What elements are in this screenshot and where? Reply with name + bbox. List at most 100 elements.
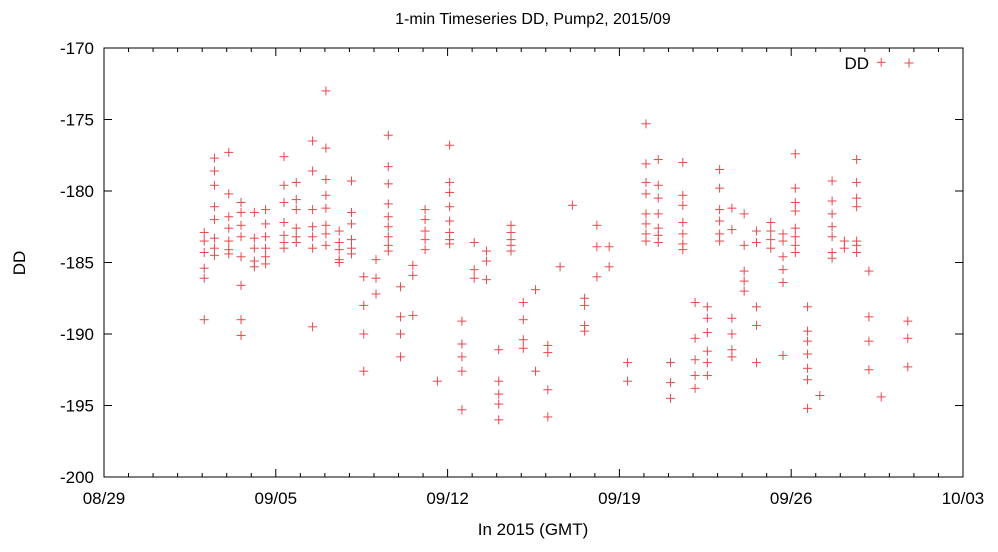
data-point xyxy=(445,239,455,249)
data-point xyxy=(690,383,700,393)
y-tick-label: -200 xyxy=(60,468,94,487)
data-point xyxy=(678,200,688,210)
data-point xyxy=(420,235,430,245)
data-point xyxy=(790,232,800,242)
axis-ticks: -170 -175 -180 -185 -190 -195 -200 08/29 09/05 09… xyxy=(60,39,984,508)
data-point xyxy=(531,366,541,376)
data-point xyxy=(494,399,504,409)
data-point xyxy=(739,286,749,296)
data-point xyxy=(864,365,874,375)
data-point xyxy=(408,270,418,280)
data-point xyxy=(346,249,356,259)
data-point xyxy=(727,203,737,213)
data-points xyxy=(199,57,913,425)
data-point xyxy=(308,232,318,242)
data-point xyxy=(236,220,246,230)
data-point xyxy=(852,155,862,165)
data-point xyxy=(653,209,663,219)
data-point xyxy=(715,205,725,215)
data-point xyxy=(702,358,712,368)
data-point xyxy=(408,260,418,270)
x-tick-label: 09/26 xyxy=(770,489,813,508)
data-point xyxy=(623,376,633,386)
data-point xyxy=(457,339,467,349)
data-point xyxy=(864,336,874,346)
data-point xyxy=(346,176,356,186)
data-point xyxy=(653,237,663,247)
data-point xyxy=(715,165,725,175)
data-point xyxy=(321,220,331,230)
data-point xyxy=(334,258,344,267)
data-point xyxy=(702,302,712,312)
data-point xyxy=(623,358,633,368)
data-point xyxy=(494,345,504,355)
data-point xyxy=(371,255,381,265)
data-point xyxy=(261,232,271,242)
data-point xyxy=(766,226,776,236)
data-point xyxy=(790,247,800,257)
data-point xyxy=(321,143,331,153)
data-point xyxy=(852,247,862,257)
data-point xyxy=(209,180,219,190)
data-point xyxy=(702,313,712,323)
chart-title: 1-min Timeseries DD, Pump2, 2015/09 xyxy=(395,11,671,28)
data-point xyxy=(199,236,209,246)
data-point xyxy=(803,326,813,336)
data-point xyxy=(334,226,344,236)
data-point xyxy=(653,155,663,165)
data-point xyxy=(236,280,246,290)
data-point xyxy=(420,215,430,225)
data-point xyxy=(209,153,219,163)
data-point xyxy=(827,209,837,219)
data-point xyxy=(420,226,430,236)
data-point xyxy=(876,392,886,402)
data-point xyxy=(518,343,528,353)
data-point xyxy=(778,252,788,262)
data-point xyxy=(727,225,737,235)
data-point xyxy=(321,86,331,96)
data-point xyxy=(790,183,800,193)
data-point xyxy=(279,152,289,162)
data-point xyxy=(383,179,393,189)
data-point xyxy=(543,412,553,422)
data-point xyxy=(803,403,813,413)
data-point xyxy=(236,315,246,325)
legend-label: DD xyxy=(844,54,869,73)
data-point xyxy=(790,197,800,207)
data-point xyxy=(778,278,788,288)
data-point xyxy=(852,202,862,212)
data-point xyxy=(702,328,712,338)
data-point xyxy=(469,265,479,275)
data-point xyxy=(839,243,849,253)
data-point xyxy=(199,247,209,257)
data-point xyxy=(690,298,700,308)
data-point xyxy=(715,216,725,226)
data-point xyxy=(261,243,271,253)
data-point xyxy=(567,200,577,210)
data-point xyxy=(321,240,331,250)
data-point xyxy=(852,193,862,203)
data-point xyxy=(580,300,590,310)
data-point xyxy=(359,329,369,339)
data-point xyxy=(383,246,393,256)
data-point xyxy=(766,217,776,227)
data-point xyxy=(279,243,289,253)
data-point xyxy=(803,349,813,359)
data-point xyxy=(778,265,788,275)
data-point xyxy=(592,220,602,230)
data-point xyxy=(396,329,406,339)
data-point xyxy=(778,350,788,360)
data-point xyxy=(224,249,234,259)
legend: DD xyxy=(844,54,914,73)
data-point xyxy=(236,232,246,242)
data-point xyxy=(457,352,467,362)
y-tick-label: -190 xyxy=(60,325,94,344)
data-point xyxy=(445,177,455,187)
data-point xyxy=(739,276,749,286)
data-point xyxy=(261,219,271,229)
data-point xyxy=(321,190,331,200)
data-point xyxy=(506,246,516,256)
data-point xyxy=(481,275,491,285)
data-point xyxy=(827,253,837,263)
